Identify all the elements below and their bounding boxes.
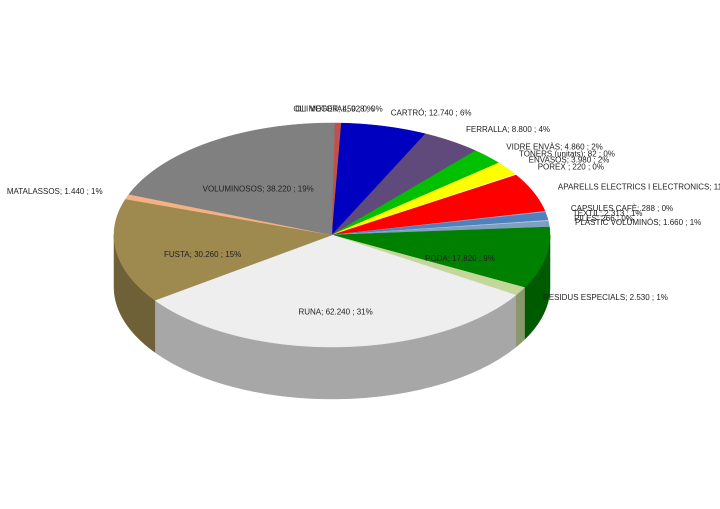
slice xyxy=(331,122,426,236)
slice xyxy=(331,174,546,236)
data-label: RESIDUS ESPECIALS; 2.530 ; 1% xyxy=(543,293,668,302)
data-label: PILES; 266 ; 0% xyxy=(574,214,633,223)
slice xyxy=(128,122,333,236)
data-label: VIDRE ENVÀS; 4.860 ; 2% xyxy=(506,142,603,151)
data-label: CARTRÓ; 12.740 ; 6% xyxy=(391,108,472,117)
data-label: ENVASOS; 3.980 ; 2% xyxy=(529,156,610,165)
data-label: CAPSULES CAFÈ; 288 ; 0% xyxy=(571,204,673,213)
data-label: POREX ; 220 ; 0% xyxy=(538,163,604,172)
slice-side xyxy=(515,286,525,348)
slice xyxy=(331,162,516,236)
slice xyxy=(331,133,477,236)
data-label: RUNA; 62.240 ; 31% xyxy=(298,307,372,316)
data-label: PODA; 17.820 ; 9% xyxy=(425,254,495,263)
data-label: FUSTA; 30.260 ; 15% xyxy=(164,250,241,259)
slice xyxy=(113,198,333,301)
data-label: FERRALLA; 8.800 ; 4% xyxy=(466,125,550,134)
data-label: APARELLS ELECTRICS I ELECTRONICS; 11.225… xyxy=(558,183,720,192)
data-label: TÈXTIL; 2.313 ; 1% xyxy=(573,209,643,218)
data-label: TONERS (unitats); 82 ; 0% xyxy=(519,149,615,158)
data-label: OLI VEGETAL; 928 ; 0% xyxy=(295,105,382,114)
data-label: PLÀSTIC VOLUMINÓS; 1.660 ; 1% xyxy=(575,218,701,227)
data-label: MATALASSOS; 1.440 ; 1% xyxy=(7,187,103,196)
slice xyxy=(331,226,551,288)
slice xyxy=(331,150,500,236)
data-label: OLI MOTOR; 450 ; 0% xyxy=(293,105,374,114)
data-label: VOLUMINOSOS; 38.220 ; 19% xyxy=(203,185,314,194)
slice xyxy=(154,234,517,348)
